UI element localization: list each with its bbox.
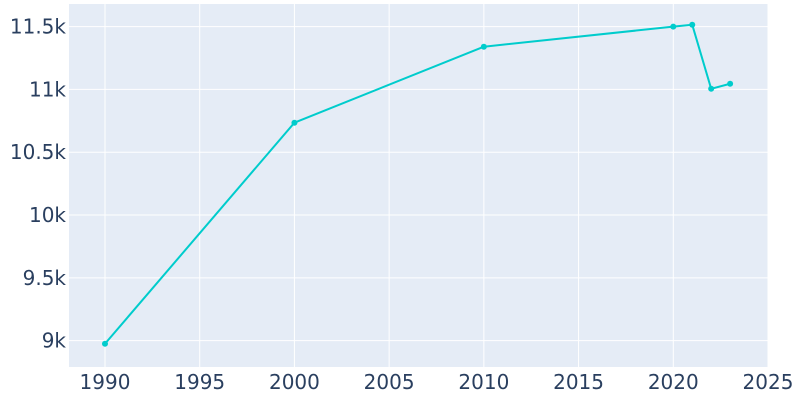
x-tick-label: 2015 [553,370,604,394]
data-point [708,85,715,92]
data-point [727,80,734,87]
x-tick-label: 2010 [458,370,509,394]
x-tick-label: 1995 [174,370,225,394]
y-tick-label: 10k [29,203,66,227]
y-tick-label: 9.5k [23,266,67,290]
y-tick-label: 10.5k [10,140,67,164]
y-axis: 9k 9.5k 10k 10.5k 11k 11.5k [10,15,67,353]
x-tick-label: 2000 [269,370,320,394]
x-axis: 1990 1995 2000 2005 2010 2015 2020 2025 [80,370,794,394]
data-point [101,340,108,347]
data-point [670,23,677,30]
x-tick-label: 2025 [743,370,794,394]
plot-area [69,4,768,367]
x-tick-label: 2005 [364,370,415,394]
y-tick-label: 11k [29,77,66,101]
series-layer [101,21,734,347]
x-tick-label: 1990 [80,370,131,394]
data-point [480,43,487,50]
data-point [689,21,696,28]
grid-lines [69,4,769,367]
y-tick-label: 9k [42,329,67,353]
y-tick-label: 11.5k [10,15,67,39]
x-tick-label: 2020 [648,370,699,394]
data-point [291,119,298,126]
